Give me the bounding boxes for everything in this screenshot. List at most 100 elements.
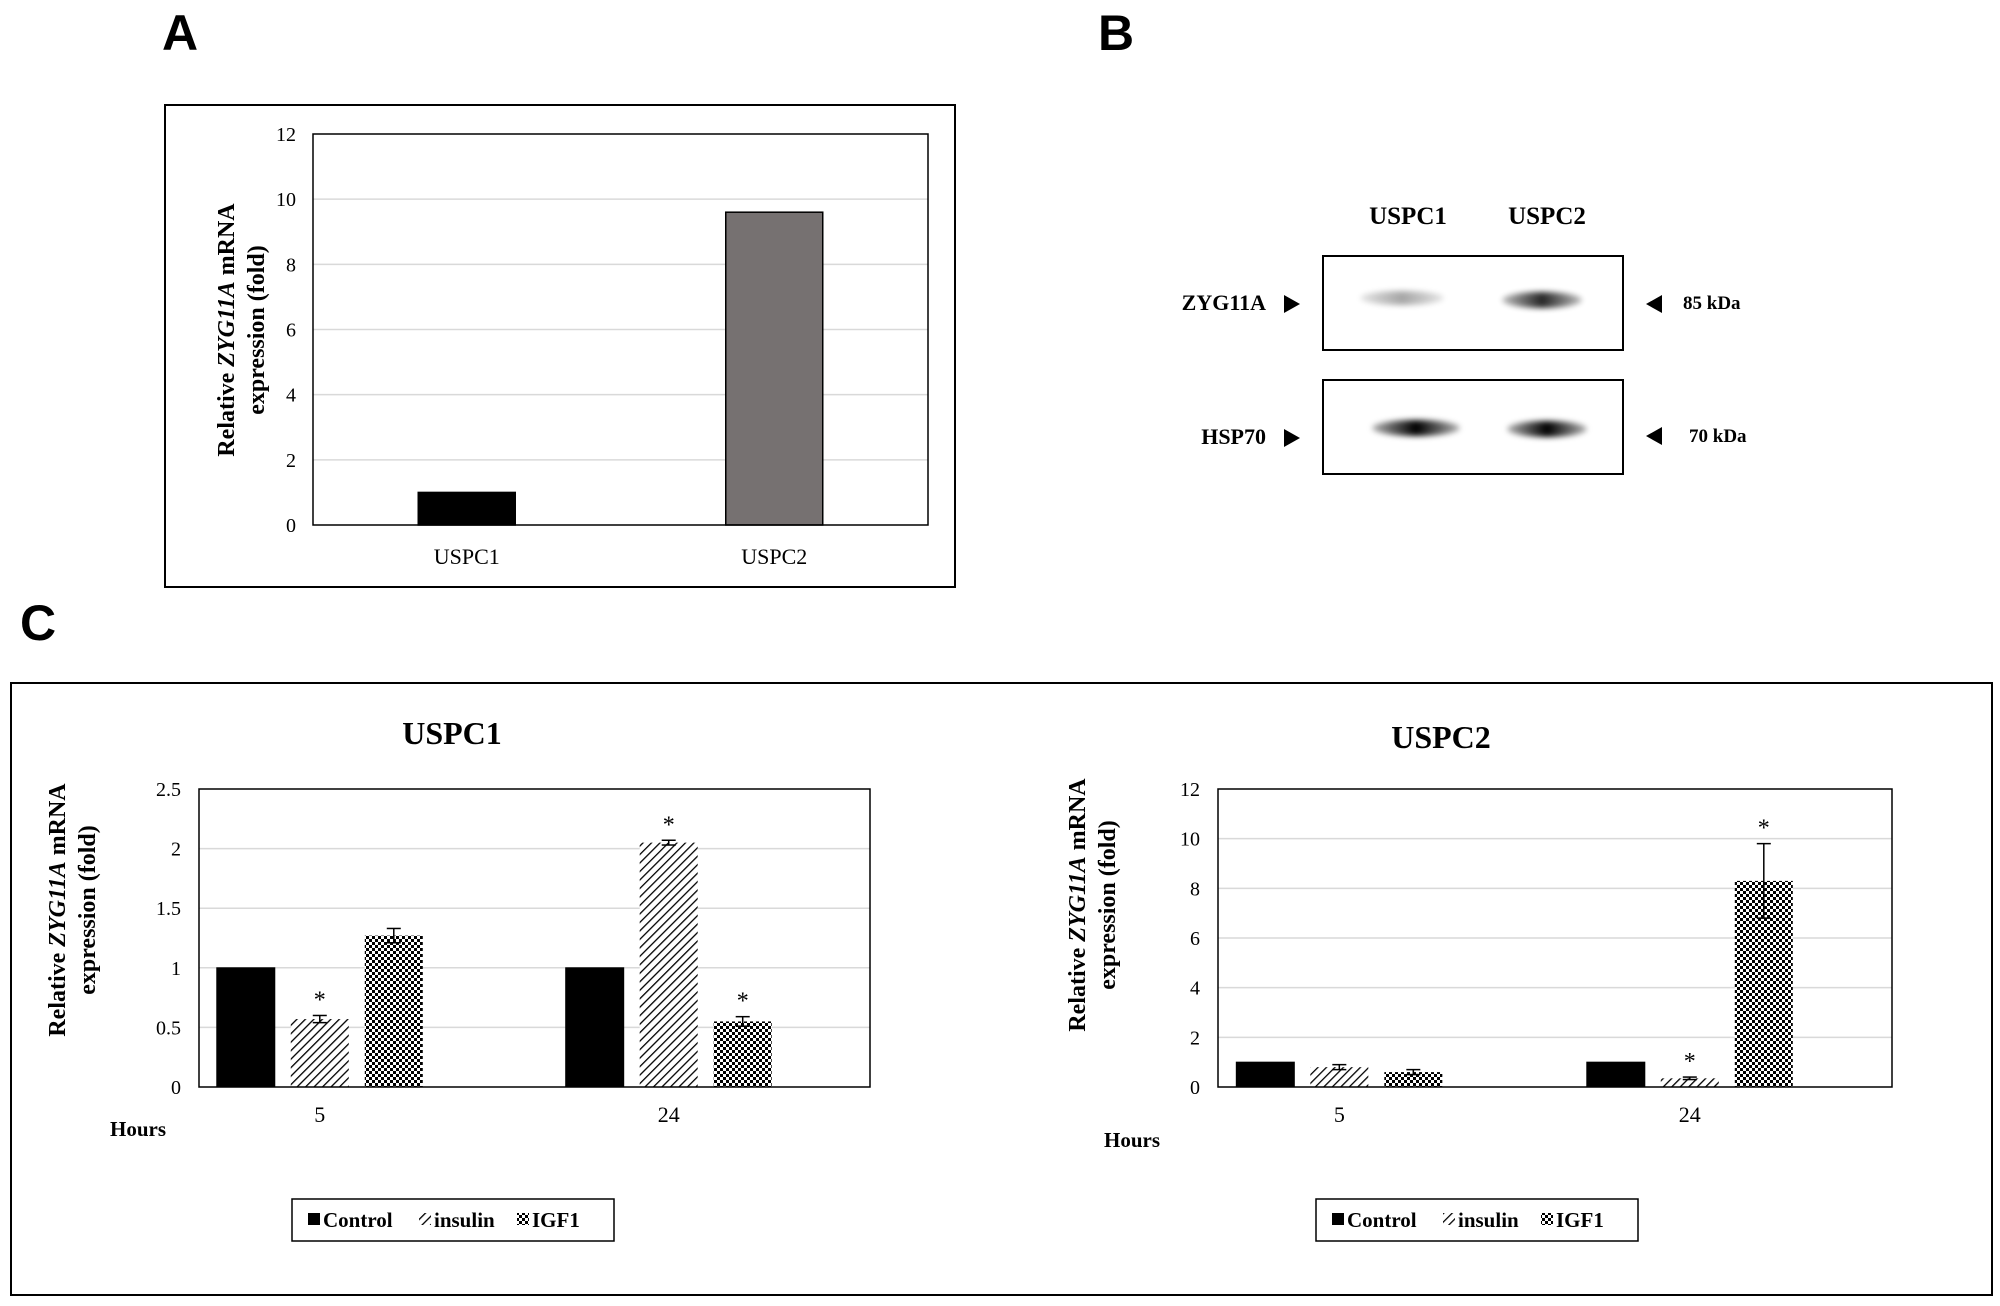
c2-legend-swatch-control [1332, 1213, 1344, 1225]
blot-protein-zyg11a: ZYG11A [1182, 290, 1266, 315]
c2-y-tick: 2 [1190, 1027, 1200, 1049]
c2-x-tick: 24 [1679, 1102, 1701, 1127]
panel-a-bars [417, 211, 824, 526]
c1-y-tick-labels: 0 0.5 1 1.5 2 2.5 [156, 779, 181, 1099]
c1-bar-igf1-5 [364, 935, 423, 1087]
c1-ylabel-part1: Relative [45, 947, 71, 1037]
c2-legend-swatch-insulin [1443, 1213, 1455, 1225]
a-y-tick: 12 [276, 124, 296, 146]
panel-a-x-tick: USPC1 [434, 544, 500, 569]
c1-bar-control-5 [216, 967, 276, 1088]
blot-band-hsp70-uspc2 [1507, 421, 1587, 437]
a-y-tick: 8 [286, 254, 296, 276]
blot-lane-label-2: USPC2 [1508, 203, 1586, 230]
c2-legend: Control insulin IGF1 [1315, 1198, 1639, 1242]
panel-letter-a: A [162, 5, 198, 61]
blot-arrow-left-70-icon [1646, 427, 1662, 445]
c1-ylabel-part3: mRNA [45, 783, 71, 862]
c1-legend-swatch-igf1 [517, 1213, 529, 1225]
c1-legend-label-control: Control [323, 1208, 393, 1232]
blot-band-hsp70-uspc1 [1372, 420, 1460, 436]
panel-letter-b: B [1098, 5, 1134, 61]
c2-y-label: Relative ZYG11A mRNA [1065, 778, 1091, 1032]
c2-legend-box [1315, 1198, 1639, 1242]
blot-size-85: 85 kDa [1683, 293, 1741, 314]
panel-a-ylabel-part1: Relative [214, 367, 240, 457]
c2-legend-label-control: Control [1347, 1208, 1417, 1232]
panel-a-x-tick-labels: USPC1 USPC2 [434, 544, 808, 569]
c1-legend-swatch-control [308, 1213, 320, 1225]
panel-a-outer-frame [164, 104, 956, 588]
c1-gridlines [199, 847, 870, 1029]
c1-legend-swatch-insulin [419, 1213, 431, 1225]
c2-ylabel-part3: mRNA [1065, 778, 1091, 857]
c2-y-label-line2: expression (fold) [1095, 820, 1121, 990]
panel-a-plot-frame [312, 133, 929, 526]
c1-bars: * * * [216, 812, 772, 1088]
c2-y-tick: 10 [1180, 829, 1200, 851]
c2-significance-star: * [1758, 816, 1770, 842]
c1-plot-frame [198, 788, 871, 1088]
c2-significance-star: * [1684, 1049, 1696, 1075]
panel-a-x-tick: USPC2 [741, 544, 807, 569]
c2-bar-control-5 [1235, 1061, 1295, 1088]
c2-x-tick: 5 [1334, 1102, 1345, 1127]
c1-bar-insulin-24 [639, 842, 698, 1087]
panel-b-western-blot: USPC1 USPC2 ZYG11A HSP70 85 kDa 70 kDa [1182, 203, 1747, 475]
panel-a-chart: 0 2 4 6 8 10 12 USPC1 USPC2 Relative ZYG11A mRN… [164, 104, 956, 588]
c1-legend: Control insulin IGF1 [291, 1198, 615, 1242]
c1-y-tick: 1.5 [156, 898, 181, 920]
c1-bar-igf1-24 [713, 1021, 772, 1087]
c2-bars: ** [1235, 816, 1793, 1088]
panel-a-bar-uspc1 [417, 491, 516, 526]
c2-bar-igf1-5 [1384, 1072, 1443, 1087]
c1-y-tick: 1 [171, 958, 181, 980]
a-y-tick: 10 [276, 189, 296, 211]
c2-legend-swatch-igf1 [1541, 1213, 1553, 1225]
panel-a-ylabel-gene: ZYG11A [214, 281, 240, 367]
c2-ylabel-gene: ZYG11A [1065, 856, 1091, 942]
c2-bar-insulin-5 [1310, 1067, 1369, 1087]
c1-y-tick: 0 [171, 1077, 181, 1099]
panel-a-gridlines [313, 198, 928, 461]
c1-y-tick: 0.5 [156, 1017, 181, 1039]
c1-legend-box [291, 1198, 615, 1242]
blot-arrow-right-hsp70-icon [1284, 429, 1300, 447]
c2-title: USPC2 [1391, 719, 1491, 755]
c2-bar-insulin-24 [1660, 1078, 1719, 1087]
c1-y-label: Relative ZYG11A mRNA [45, 783, 71, 1037]
c1-bar-insulin-5 [290, 1019, 349, 1087]
panel-c-uspc1-chart: USPC1 * * * 0 0.5 1 1.5 2 2.5 5 24 Hours Relativ… [45, 715, 871, 1242]
blot-band-zyg11a-uspc2 [1502, 292, 1582, 308]
c2-bar-control-24 [1586, 1061, 1646, 1088]
panel-a-y-label-line2: expression (fold) [244, 245, 270, 415]
c2-legend-label-insulin: insulin [1458, 1208, 1519, 1232]
c1-bar-control-24 [565, 967, 625, 1088]
blot-size-70: 70 kDa [1689, 426, 1747, 447]
c2-ylabel-part1: Relative [1065, 942, 1091, 1032]
c1-legend-label-igf1: IGF1 [532, 1208, 580, 1232]
a-y-tick: 6 [286, 320, 296, 342]
panel-a-y-tick-labels: 0 2 4 6 8 10 12 [276, 124, 296, 537]
c2-y-tick: 12 [1180, 779, 1200, 801]
blot-arrow-left-85-icon [1646, 295, 1662, 313]
c1-y-tick: 2.5 [156, 779, 181, 801]
c2-y-tick: 6 [1190, 928, 1200, 950]
c1-y-label-line2: expression (fold) [75, 825, 101, 995]
c1-x-tick: 5 [314, 1102, 325, 1127]
c2-y-tick-labels: 0 2 4 6 8 10 12 [1180, 779, 1200, 1099]
a-y-tick: 2 [286, 450, 296, 472]
c2-plot-frame [1217, 788, 1893, 1088]
blot-lane-label-1: USPC1 [1369, 203, 1447, 230]
c2-y-tick: 4 [1190, 978, 1200, 1000]
c2-y-tick: 0 [1190, 1077, 1200, 1099]
panel-c-outer-frame [10, 682, 1993, 1296]
blot-protein-hsp70: HSP70 [1201, 424, 1266, 449]
c1-significance-star: * [314, 987, 326, 1013]
panel-a-ylabel-part3: mRNA [214, 203, 240, 282]
panel-letter-c: C [20, 595, 56, 651]
c1-significance-star: * [737, 989, 749, 1015]
blot-arrow-right-zyg11a-icon [1284, 295, 1300, 313]
